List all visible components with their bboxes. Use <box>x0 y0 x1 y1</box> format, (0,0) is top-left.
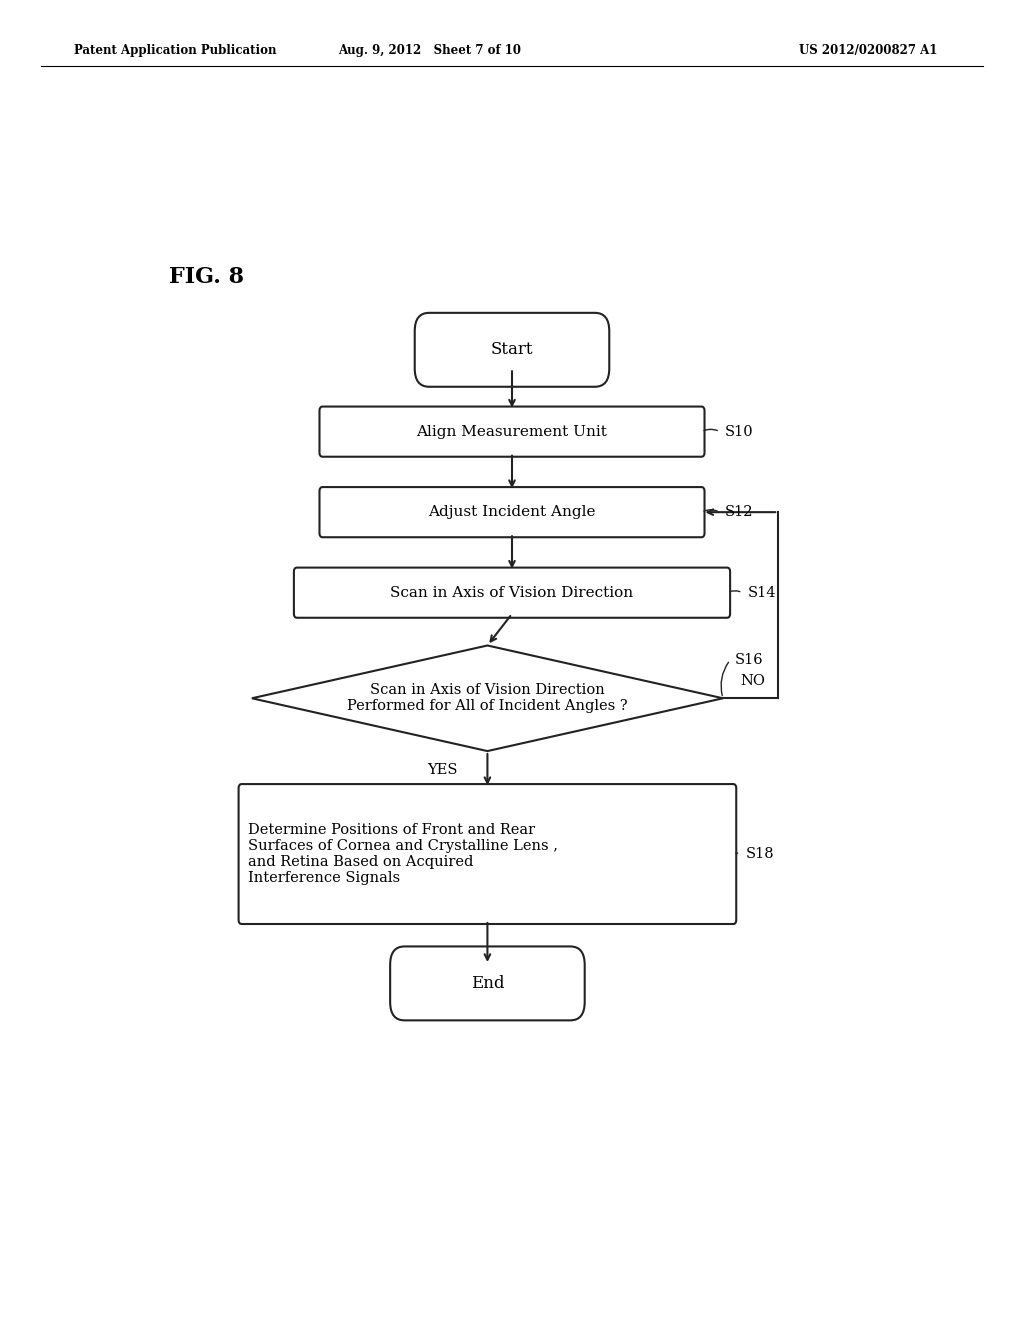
Text: Scan in Axis of Vision Direction
Performed for All of Incident Angles ?: Scan in Axis of Vision Direction Perform… <box>347 684 628 713</box>
Text: US 2012/0200827 A1: US 2012/0200827 A1 <box>799 44 937 57</box>
FancyBboxPatch shape <box>239 784 736 924</box>
FancyBboxPatch shape <box>319 407 705 457</box>
Text: Scan in Axis of Vision Direction: Scan in Axis of Vision Direction <box>390 586 634 599</box>
Text: Start: Start <box>490 342 534 358</box>
Text: S10: S10 <box>725 425 754 438</box>
FancyBboxPatch shape <box>390 946 585 1020</box>
FancyBboxPatch shape <box>415 313 609 387</box>
Text: NO: NO <box>740 675 765 688</box>
FancyBboxPatch shape <box>319 487 705 537</box>
Polygon shape <box>252 645 723 751</box>
Text: Align Measurement Unit: Align Measurement Unit <box>417 425 607 438</box>
Text: End: End <box>471 975 504 991</box>
Text: YES: YES <box>427 763 458 776</box>
Text: S14: S14 <box>748 586 776 599</box>
Text: Patent Application Publication: Patent Application Publication <box>74 44 276 57</box>
Text: Adjust Incident Angle: Adjust Incident Angle <box>428 506 596 519</box>
Text: Determine Positions of Front and Rear
Surfaces of Cornea and Crystalline Lens ,
: Determine Positions of Front and Rear Su… <box>248 822 558 886</box>
Text: FIG. 8: FIG. 8 <box>169 267 244 288</box>
Text: S16: S16 <box>735 653 764 667</box>
FancyBboxPatch shape <box>294 568 730 618</box>
Text: S18: S18 <box>745 847 774 861</box>
Text: S12: S12 <box>725 506 754 519</box>
Text: Aug. 9, 2012   Sheet 7 of 10: Aug. 9, 2012 Sheet 7 of 10 <box>339 44 521 57</box>
